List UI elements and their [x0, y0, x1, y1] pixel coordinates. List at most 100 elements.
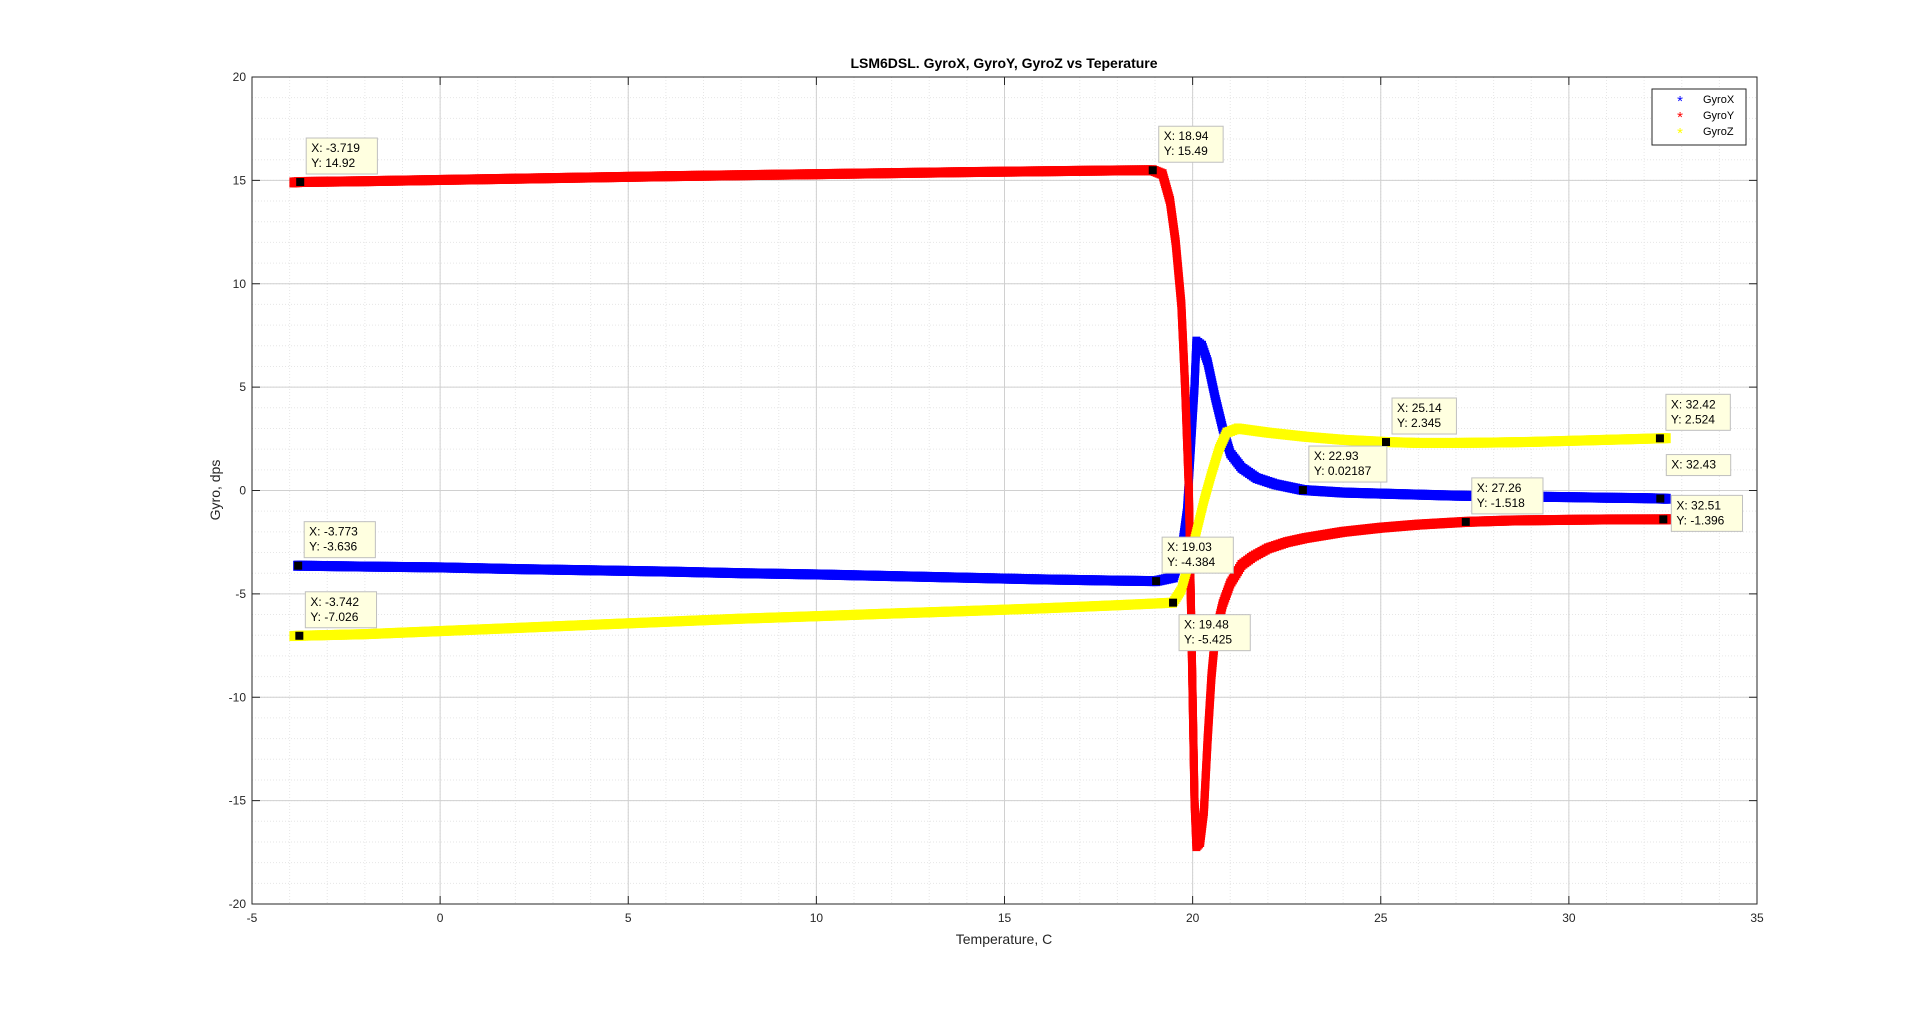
series-gyrox: [293, 336, 1671, 587]
datatip-text: X: 19.48: [1184, 618, 1229, 632]
x-tick-label: -5: [247, 911, 258, 925]
datatip-text: Y: -3.636: [309, 540, 357, 554]
datatip-marker: [296, 178, 305, 187]
legend-box: [1651, 88, 1747, 146]
chart-title: LSM6DSL. GyroX, GyroY, GyroZ vs Teperatu…: [850, 55, 1157, 71]
datatip-text: Y: -7.026: [310, 610, 358, 624]
x-tick-label: 10: [810, 911, 824, 925]
datatip[interactable]: X: 25.14Y: 2.345: [1382, 397, 1457, 447]
y-axis-label: Gyro, dps: [207, 460, 223, 521]
datatip-box: [305, 137, 378, 175]
y-tick-label: -20: [229, 897, 247, 911]
y-tick-label: 15: [233, 173, 247, 187]
y-tick-label: -5: [235, 587, 246, 601]
datatip[interactable]: X: 22.93Y: 0.02187: [1298, 445, 1388, 495]
x-tick-label: 20: [1186, 911, 1200, 925]
x-axis-label: Temperature, C: [956, 931, 1052, 947]
series-layer: [289, 165, 1675, 852]
data-point: [1662, 493, 1671, 504]
data-point: [1666, 514, 1675, 525]
datatip-text: X: 22.93: [1314, 449, 1359, 463]
legend-label-gyrox: GyroX: [1703, 94, 1735, 106]
x-tick-labels: -5 0 5 10 15 20 25 30 35: [247, 911, 1764, 925]
datatip-text: Y: 2.524: [1671, 412, 1715, 426]
x-tick-label: 35: [1750, 911, 1764, 925]
datatip-text: X: -3.773: [309, 525, 358, 539]
datatip[interactable]: X: 18.94Y: 15.49: [1148, 125, 1224, 175]
x-tick-label: 30: [1562, 911, 1576, 925]
datatip-text: X: 18.94: [1164, 129, 1209, 143]
datatip-text: X: 27.26: [1477, 481, 1522, 495]
datatip-box: [1308, 445, 1388, 483]
datatip-text: Y: -4.384: [1167, 555, 1215, 569]
datatip-box: [303, 521, 376, 559]
datatip-box: [1391, 397, 1457, 435]
datatip[interactable]: X: 32.42Y: 2.524: [1655, 393, 1731, 443]
datatip-box: [1471, 477, 1544, 515]
datatip[interactable]: X: 32.51Y: -1.396: [1659, 494, 1744, 532]
datatip[interactable]: X: 32.43: [1656, 454, 1732, 503]
datatip-marker: [1659, 515, 1668, 524]
datatip-text: X: 32.42: [1671, 397, 1716, 411]
legend-marker-gyroz: *: [1677, 125, 1683, 142]
datatip-marker: [1169, 598, 1178, 607]
y-tick-label: 20: [233, 70, 247, 84]
legend-entry-gyroy[interactable]: * GyroY: [1677, 109, 1735, 126]
datatip-marker: [1298, 486, 1307, 495]
datatip-text: Y: 0.02187: [1314, 464, 1372, 478]
axis-ticks: [251, 76, 1758, 905]
legend-entry-gyroz[interactable]: * GyroZ: [1677, 125, 1734, 142]
datatip-box: [304, 591, 378, 629]
datatip-text: Y: -5.425: [1184, 633, 1232, 647]
datatip-box: [1665, 454, 1732, 477]
x-tick-label: 0: [437, 911, 444, 925]
datatip-text: X: 25.14: [1397, 401, 1442, 415]
datatip-marker: [1152, 577, 1161, 586]
y-tick-label: 5: [239, 380, 246, 394]
x-tick-label: 5: [625, 911, 632, 925]
legend-marker-gyrox: *: [1677, 93, 1683, 110]
datatip-marker: [1461, 517, 1470, 526]
y-tick-label: -15: [229, 794, 247, 808]
datatip-text: Y: -1.396: [1676, 513, 1724, 527]
datatip-marker: [1382, 438, 1391, 447]
y-tick-label: -10: [229, 690, 247, 704]
datatip-text: X: 19.03: [1167, 540, 1212, 554]
datatip[interactable]: X: 27.26Y: -1.518: [1461, 477, 1544, 526]
data-point: [1662, 433, 1671, 444]
legend[interactable]: * GyroX * GyroY * GyroZ: [1651, 88, 1747, 146]
x-tick-label: 15: [998, 911, 1012, 925]
datatip-marker: [1655, 434, 1664, 443]
datatip-marker: [1656, 494, 1665, 503]
datatip-text: X: 32.51: [1676, 498, 1721, 512]
legend-label-gyroy: GyroY: [1703, 110, 1735, 122]
datatip-text: X: -3.719: [311, 141, 360, 155]
y-tick-label: 0: [239, 484, 246, 498]
datatip-text: Y: 14.92: [311, 156, 355, 170]
datatip-box: [1670, 494, 1744, 532]
legend-label-gyroz: GyroZ: [1703, 126, 1734, 138]
datatip-marker: [1148, 166, 1157, 175]
legend-marker-gyroy: *: [1677, 109, 1683, 126]
datatip[interactable]: X: 19.03Y: -4.384: [1152, 536, 1234, 586]
datatip-marker: [295, 631, 304, 640]
datatip-text: Y: 2.345: [1397, 416, 1441, 430]
datatip-text: Y: 15.49: [1164, 144, 1208, 158]
x-tick-label: 25: [1374, 911, 1388, 925]
datatip-text: X: 32.43: [1671, 458, 1716, 472]
datatip[interactable]: X: 19.48Y: -5.425: [1169, 598, 1251, 652]
datatip-text: X: -3.742: [310, 595, 359, 609]
legend-entry-gyrox[interactable]: * GyroX: [1677, 93, 1735, 110]
series-gyroy: [289, 165, 1675, 852]
datatip-box: [1161, 536, 1234, 574]
datatip-text: Y: -1.518: [1477, 496, 1525, 510]
datatip-box: [1665, 393, 1731, 431]
datatip-box: [1178, 614, 1251, 652]
y-tick-labels: -20 -15 -10 -5 0 5 10 15 20: [229, 70, 247, 911]
